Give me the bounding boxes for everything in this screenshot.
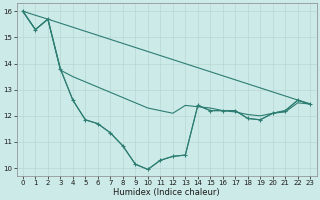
X-axis label: Humidex (Indice chaleur): Humidex (Indice chaleur) xyxy=(113,188,220,197)
